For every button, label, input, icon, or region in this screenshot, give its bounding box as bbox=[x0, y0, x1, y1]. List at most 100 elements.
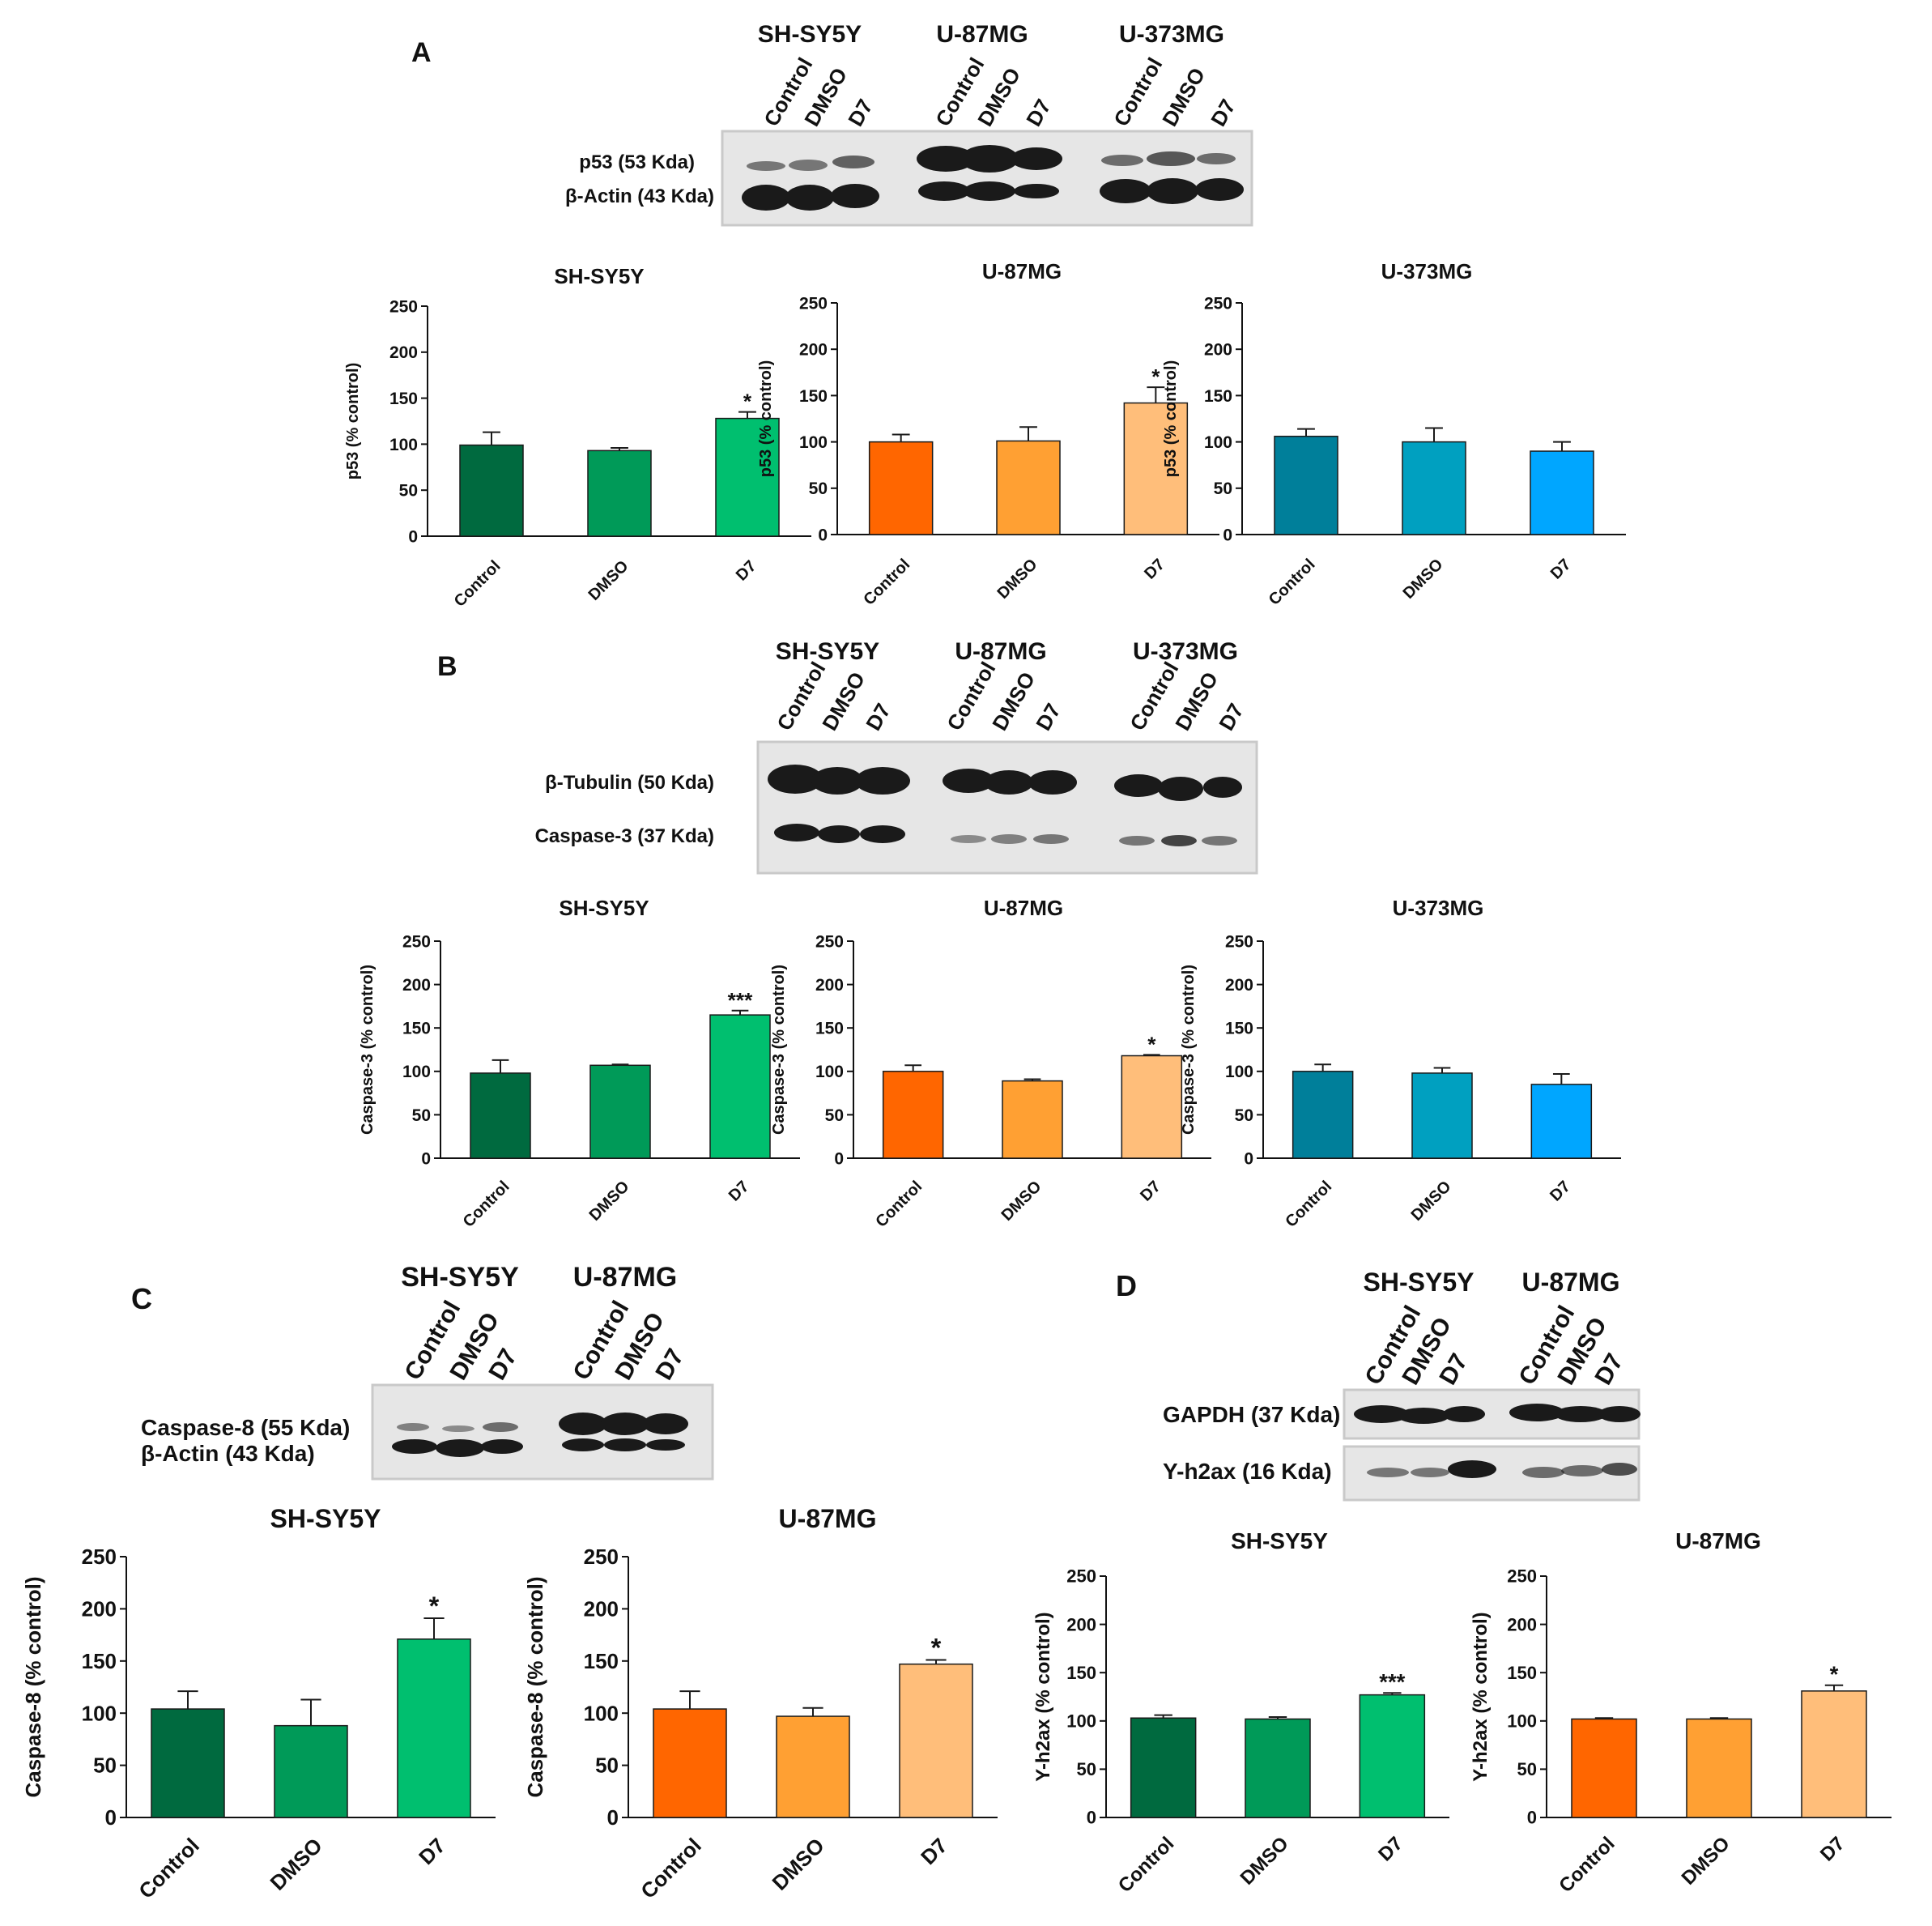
bar bbox=[1686, 1718, 1752, 1818]
y-axis-label: Caspase-3 (% control) bbox=[1180, 965, 1198, 1135]
y-tick-label: 100 bbox=[799, 433, 828, 452]
blot-c-band bbox=[436, 1439, 484, 1457]
x-tick-label: DMSO bbox=[1236, 1833, 1293, 1890]
blot-a-band bbox=[917, 146, 975, 172]
significance-marker: * bbox=[1151, 364, 1160, 389]
bar bbox=[1292, 1071, 1354, 1159]
y-tick-label: 100 bbox=[82, 1701, 117, 1725]
blot-b-band bbox=[855, 767, 910, 795]
blot-a-band bbox=[785, 185, 834, 211]
blot-d-band bbox=[1561, 1465, 1603, 1476]
blot-a-band-label-2: β-Actin (43 Kda) bbox=[565, 185, 714, 207]
western-blot-a: SH-SY5Y U-87MG U-373MG Control DMSO D7 C… bbox=[565, 21, 1253, 227]
y-tick-label: 50 bbox=[809, 479, 828, 498]
y-tick-label: 200 bbox=[82, 1597, 117, 1621]
blot-a-band bbox=[1195, 178, 1244, 201]
blot-d-band-label-1: GAPDH (37 Kda) bbox=[1163, 1402, 1340, 1427]
blot-c-band bbox=[559, 1413, 607, 1435]
y-tick-label: 150 bbox=[584, 1649, 619, 1673]
blot-c-band bbox=[601, 1413, 649, 1435]
y-tick-label: 150 bbox=[389, 390, 418, 408]
blot-b-membrane bbox=[756, 740, 1258, 875]
y-tick-label: 0 bbox=[1223, 526, 1232, 544]
blot-c-lane-label: D7 bbox=[483, 1344, 522, 1385]
blot-b-band bbox=[1158, 777, 1203, 801]
x-tick-label: Control bbox=[872, 1178, 926, 1231]
blot-b-cell-line-2: U-87MG bbox=[955, 638, 1046, 665]
blot-b-band bbox=[985, 770, 1033, 795]
blot-c-band bbox=[481, 1439, 523, 1454]
y-tick-label: 100 bbox=[815, 1063, 844, 1081]
significance-marker: * bbox=[429, 1592, 440, 1621]
bar-chart-b-sh-sy5y: SH-SY5Y Caspase-3 (% control) 0 50 100 150 200… bbox=[359, 896, 800, 1231]
blot-d-band bbox=[1448, 1460, 1496, 1478]
y-tick-label: 200 bbox=[1225, 976, 1253, 995]
significance-marker: * bbox=[1147, 1032, 1156, 1056]
y-tick-label: 150 bbox=[815, 1020, 844, 1038]
y-tick-label: 0 bbox=[607, 1805, 619, 1830]
y-tick-label: 250 bbox=[1507, 1566, 1537, 1587]
blot-a-band bbox=[1100, 179, 1151, 203]
significance-marker: *** bbox=[728, 988, 753, 1012]
chart-title: SH-SY5Y bbox=[1231, 1528, 1328, 1553]
x-tick-label: DMSO bbox=[1678, 1833, 1734, 1890]
panel-letter-b: B bbox=[437, 651, 457, 682]
chart-title: SH-SY5Y bbox=[270, 1504, 381, 1533]
bar bbox=[709, 1014, 771, 1159]
blot-d-band bbox=[1411, 1468, 1449, 1477]
x-tick-label: Control bbox=[860, 556, 913, 609]
blot-b-band bbox=[818, 825, 860, 843]
blot-b-cell-line-3: U-373MG bbox=[1133, 638, 1238, 665]
bar bbox=[1245, 1718, 1311, 1818]
y-tick-label: 0 bbox=[408, 527, 418, 546]
blot-d-band bbox=[1522, 1467, 1564, 1478]
blot-b-band-label-2: Caspase-3 (37 Kda) bbox=[535, 825, 714, 847]
bar bbox=[776, 1715, 850, 1818]
y-tick-label: 100 bbox=[389, 436, 418, 454]
bar-chart-a-u373mg: U-373MG p53 (% control) 0 50 100 150 200 250 Con… bbox=[1162, 259, 1626, 609]
x-tick-label: D7 bbox=[1547, 1178, 1574, 1205]
panel-letter-d: D bbox=[1116, 1269, 1137, 1302]
blot-c-band bbox=[646, 1439, 685, 1451]
y-axis-label: p53 (% control) bbox=[757, 360, 775, 477]
y-tick-label: 150 bbox=[402, 1020, 431, 1038]
blot-b-band bbox=[811, 767, 863, 795]
bar bbox=[1002, 1080, 1063, 1159]
y-tick-label: 200 bbox=[1204, 341, 1232, 360]
blot-c-band bbox=[483, 1422, 518, 1432]
bar bbox=[151, 1708, 225, 1818]
x-tick-label: Control bbox=[460, 1178, 513, 1231]
bar bbox=[868, 441, 934, 535]
y-tick-label: 250 bbox=[799, 294, 828, 313]
y-tick-label: 50 bbox=[825, 1106, 844, 1125]
y-axis-label: Caspase-8 (% control) bbox=[21, 1576, 45, 1797]
y-tick-label: 100 bbox=[1507, 1711, 1537, 1732]
y-axis-label: Y-h2ax (% control) bbox=[1032, 1612, 1054, 1781]
bar bbox=[587, 450, 652, 537]
bar bbox=[459, 444, 524, 537]
blot-b-band bbox=[991, 834, 1027, 844]
blot-c-cell-line-1: SH-SY5Y bbox=[401, 1262, 519, 1293]
blot-a-band bbox=[1197, 153, 1236, 164]
blot-a-band bbox=[747, 161, 785, 171]
bar bbox=[882, 1071, 944, 1159]
blot-b-band bbox=[1161, 835, 1197, 846]
chart-title: SH-SY5Y bbox=[554, 264, 644, 288]
x-tick-label: DMSO bbox=[767, 1833, 828, 1894]
blot-a-band bbox=[832, 156, 875, 168]
y-tick-label: 200 bbox=[799, 341, 828, 360]
bar-chart-b-u87mg: U-87MG Caspase-3 (% control) 0 50 100 150 200 2… bbox=[770, 896, 1211, 1231]
y-axis-label: Caspase-3 (% control) bbox=[359, 965, 377, 1135]
bar bbox=[589, 1064, 651, 1159]
y-axis-label: Caspase-8 (% control) bbox=[523, 1576, 547, 1797]
y-tick-label: 250 bbox=[402, 932, 431, 951]
y-tick-label: 0 bbox=[1244, 1149, 1253, 1168]
blot-b-band bbox=[1202, 836, 1237, 846]
x-tick-label: Control bbox=[1282, 1178, 1335, 1231]
y-tick-label: 150 bbox=[1066, 1663, 1096, 1683]
blot-a-lane-label: DMSO bbox=[1157, 63, 1210, 130]
y-tick-label: 0 bbox=[818, 526, 828, 544]
blot-c-band-label-2: β-Actin (43 Kda) bbox=[141, 1441, 315, 1466]
x-tick-label: Control bbox=[1266, 556, 1319, 609]
blot-b-lane-label: D7 bbox=[861, 699, 896, 735]
